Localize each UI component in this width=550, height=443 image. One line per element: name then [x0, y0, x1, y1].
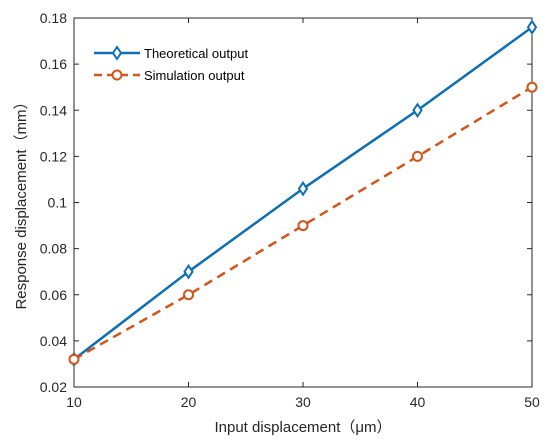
x-tick-label: 10	[66, 394, 82, 410]
axis-ticks: 10 20 30 40 50 0.02 0.04 0.06 0.08 0.1 0.12 0.14 0.1…	[40, 10, 540, 410]
data-point-diamond	[183, 263, 194, 280]
series-line-1	[73, 86, 533, 361]
data-point-circle	[183, 289, 194, 301]
y-axis-title: Response displacement（mm）	[13, 94, 30, 309]
y-tick-label: 0.12	[40, 148, 67, 164]
data-point-circle	[297, 220, 309, 232]
data-point-circle	[526, 81, 538, 93]
y-tick-label: 0.08	[40, 241, 67, 257]
x-axis-title: Input displacement（μm）	[214, 419, 391, 436]
y-tick-label: 0.04	[40, 333, 67, 349]
y-tick-label: 0.02	[40, 379, 67, 395]
x-tick-label: 50	[524, 394, 540, 410]
legend-marker-circle	[111, 69, 123, 81]
series-layer	[68, 19, 538, 368]
data-point-circle	[412, 150, 423, 162]
data-point-circle	[68, 353, 80, 365]
x-tick-label: 20	[181, 394, 197, 410]
legend-label-simulation: Simulation output	[144, 68, 245, 83]
data-point-diamond	[526, 19, 538, 36]
y-tick-label: 0.16	[40, 56, 67, 72]
y-tick-label: 0.1	[48, 195, 68, 211]
data-point-diamond	[412, 102, 423, 119]
y-tick-label: 0.18	[40, 10, 67, 26]
y-tick-label: 0.06	[40, 287, 67, 303]
x-tick-label: 40	[410, 394, 426, 410]
x-tick-label: 30	[295, 394, 311, 410]
legend-label-theoretical: Theoretical output	[144, 46, 248, 61]
legend: Theoretical output Simulation output	[94, 45, 248, 83]
plot-area	[73, 17, 533, 388]
y-tick-label: 0.14	[40, 102, 67, 118]
legend-marker-diamond	[111, 45, 123, 61]
data-point-diamond	[297, 180, 309, 197]
